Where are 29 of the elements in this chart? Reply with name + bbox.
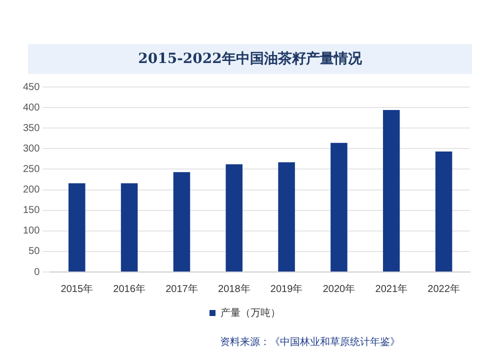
y-tick-label: 50 bbox=[28, 246, 40, 258]
legend-label: 产量（万吨） bbox=[220, 306, 280, 319]
text: 资料来源：《中国林业和草原统计年鉴》 bbox=[220, 336, 400, 349]
x-tick-label: 2018年 bbox=[218, 282, 250, 295]
y-tick-label: 250 bbox=[22, 164, 40, 175]
y-tick-label: 300 bbox=[22, 143, 40, 154]
y-tick-label: 200 bbox=[22, 184, 40, 196]
y-tick-label: 150 bbox=[22, 205, 40, 216]
y-tick-label: 100 bbox=[22, 226, 40, 237]
bar bbox=[173, 172, 190, 272]
bar bbox=[226, 164, 243, 272]
x-tick-label: 2020年 bbox=[322, 282, 356, 295]
bar bbox=[68, 183, 86, 272]
x-tick-label: 2019年 bbox=[270, 282, 303, 295]
y-tick-label: 400 bbox=[22, 102, 40, 114]
x-tick-label: 2015年 bbox=[60, 282, 94, 295]
bar bbox=[382, 110, 400, 272]
x-tick-label: 2022年 bbox=[428, 282, 460, 295]
bar bbox=[120, 183, 138, 272]
x-tick-label: 2016年 bbox=[113, 282, 146, 295]
x-tick-label: 2021年 bbox=[375, 282, 408, 295]
bar bbox=[330, 142, 348, 272]
y-tick-label: 350 bbox=[22, 122, 40, 134]
chart-title: 2015-2022年中国油茶籽产量情况 bbox=[28, 44, 472, 74]
x-tick-label: 2017年 bbox=[166, 282, 198, 295]
bar bbox=[435, 152, 452, 272]
bar bbox=[278, 162, 295, 272]
y-tick-label: 0 bbox=[34, 266, 40, 278]
y-tick-label: 450 bbox=[22, 82, 40, 93]
